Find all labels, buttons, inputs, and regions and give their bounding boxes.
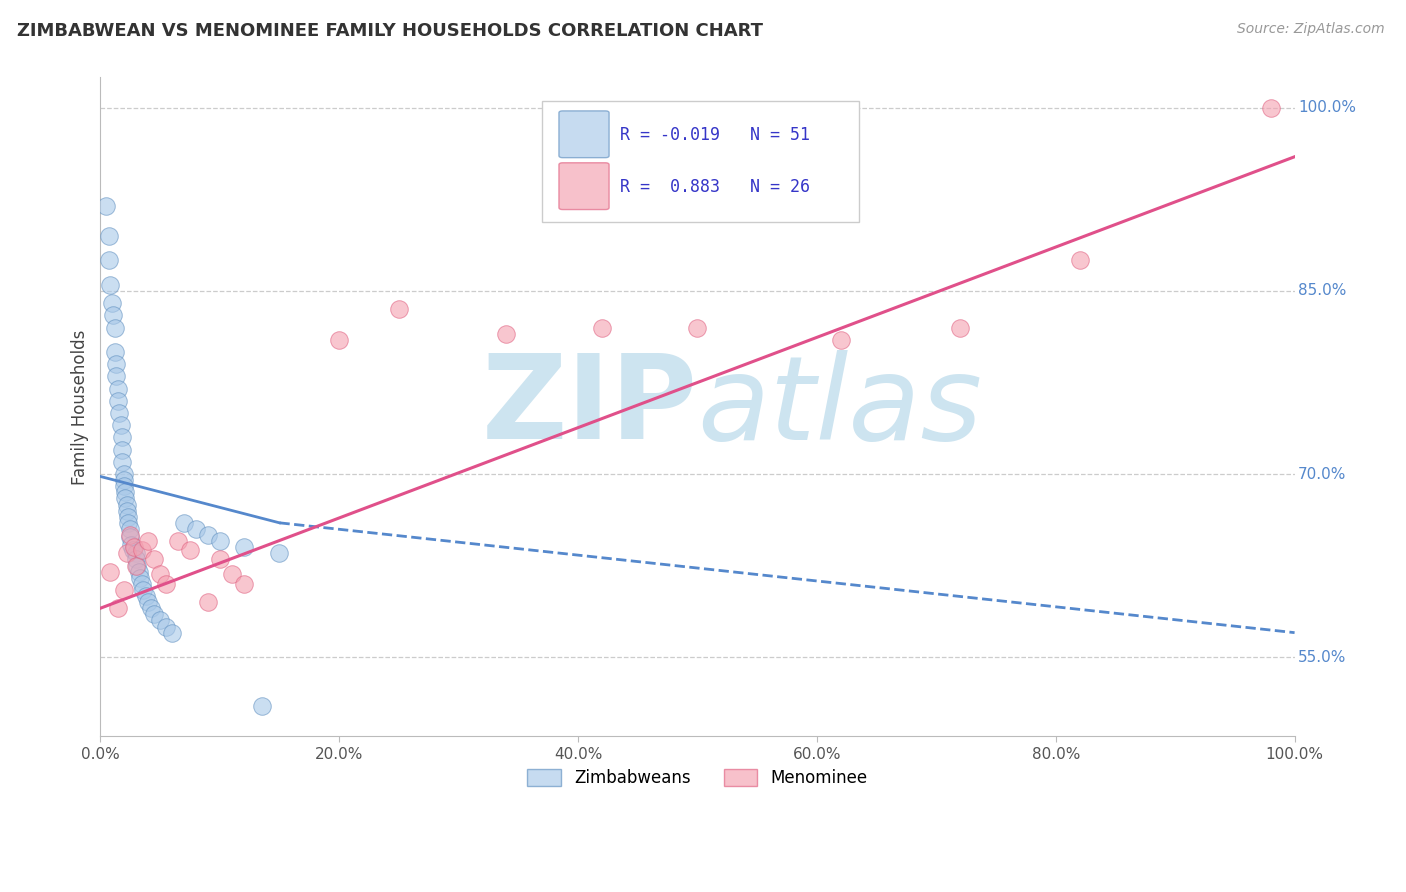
- Point: [112, 467, 135, 481]
- Point: [125, 552, 148, 566]
- Point: [949, 320, 972, 334]
- Point: [388, 302, 411, 317]
- Point: [221, 567, 243, 582]
- Point: [117, 509, 139, 524]
- Text: 55.0%: 55.0%: [1298, 649, 1347, 665]
- Text: atlas: atlas: [697, 350, 983, 464]
- Point: [830, 333, 852, 347]
- FancyBboxPatch shape: [543, 101, 859, 222]
- Text: Source: ZipAtlas.com: Source: ZipAtlas.com: [1237, 22, 1385, 37]
- Point: [125, 558, 148, 573]
- Text: ZIP: ZIP: [481, 350, 697, 465]
- Point: [115, 546, 138, 560]
- Point: [208, 552, 231, 566]
- Point: [143, 552, 166, 566]
- Point: [184, 522, 207, 536]
- Text: 100.0%: 100.0%: [1298, 101, 1357, 115]
- Point: [135, 589, 157, 603]
- Point: [112, 582, 135, 597]
- Point: [115, 498, 138, 512]
- Point: [149, 614, 172, 628]
- Point: [179, 542, 201, 557]
- Point: [328, 333, 350, 347]
- Point: [111, 430, 134, 444]
- Point: [114, 491, 136, 506]
- Point: [103, 309, 125, 323]
- Point: [495, 326, 517, 341]
- Point: [1069, 253, 1091, 268]
- FancyBboxPatch shape: [560, 162, 609, 210]
- Point: [127, 558, 149, 573]
- Point: [114, 485, 136, 500]
- Point: [160, 625, 183, 640]
- Point: [101, 296, 124, 310]
- Legend: Zimbabweans, Menominee: Zimbabweans, Menominee: [520, 763, 875, 794]
- Point: [125, 546, 148, 560]
- Point: [197, 595, 219, 609]
- Point: [173, 516, 195, 530]
- Text: 85.0%: 85.0%: [1298, 284, 1347, 299]
- Point: [112, 479, 135, 493]
- Text: R = -0.019   N = 51: R = -0.019 N = 51: [620, 126, 810, 144]
- Point: [115, 503, 138, 517]
- Point: [98, 565, 121, 579]
- Point: [107, 393, 129, 408]
- Point: [197, 528, 219, 542]
- Point: [131, 577, 153, 591]
- Point: [155, 619, 177, 633]
- Point: [269, 546, 291, 560]
- Point: [208, 534, 231, 549]
- Point: [136, 534, 159, 549]
- Point: [111, 442, 134, 457]
- Point: [167, 534, 190, 549]
- Point: [117, 516, 139, 530]
- Point: [132, 582, 155, 597]
- Point: [155, 577, 177, 591]
- Point: [97, 229, 120, 244]
- Point: [96, 198, 118, 212]
- Point: [107, 382, 129, 396]
- Point: [128, 571, 150, 585]
- Point: [120, 522, 142, 536]
- Point: [104, 357, 127, 371]
- Text: ZIMBABWEAN VS MENOMINEE FAMILY HOUSEHOLDS CORRELATION CHART: ZIMBABWEAN VS MENOMINEE FAMILY HOUSEHOLD…: [17, 22, 763, 40]
- Point: [111, 455, 134, 469]
- Point: [136, 595, 159, 609]
- Point: [120, 538, 142, 552]
- Point: [112, 473, 135, 487]
- Point: [108, 406, 131, 420]
- Point: [591, 320, 613, 334]
- Point: [120, 531, 142, 545]
- Point: [232, 577, 254, 591]
- Point: [122, 540, 145, 554]
- Point: [131, 542, 153, 557]
- Point: [149, 567, 172, 582]
- Text: 70.0%: 70.0%: [1298, 467, 1347, 482]
- Point: [98, 277, 121, 292]
- Point: [139, 601, 162, 615]
- Y-axis label: Family Households: Family Households: [72, 329, 89, 484]
- Point: [104, 320, 127, 334]
- Point: [232, 540, 254, 554]
- Point: [110, 418, 132, 433]
- Point: [121, 542, 143, 557]
- Point: [128, 565, 150, 579]
- Text: R =  0.883   N = 26: R = 0.883 N = 26: [620, 178, 810, 196]
- FancyBboxPatch shape: [560, 111, 609, 158]
- Point: [1260, 101, 1282, 115]
- Point: [97, 253, 120, 268]
- Point: [104, 369, 127, 384]
- Point: [120, 528, 142, 542]
- Point: [107, 601, 129, 615]
- Point: [104, 345, 127, 359]
- Point: [250, 698, 273, 713]
- Point: [686, 320, 709, 334]
- Point: [143, 607, 166, 622]
